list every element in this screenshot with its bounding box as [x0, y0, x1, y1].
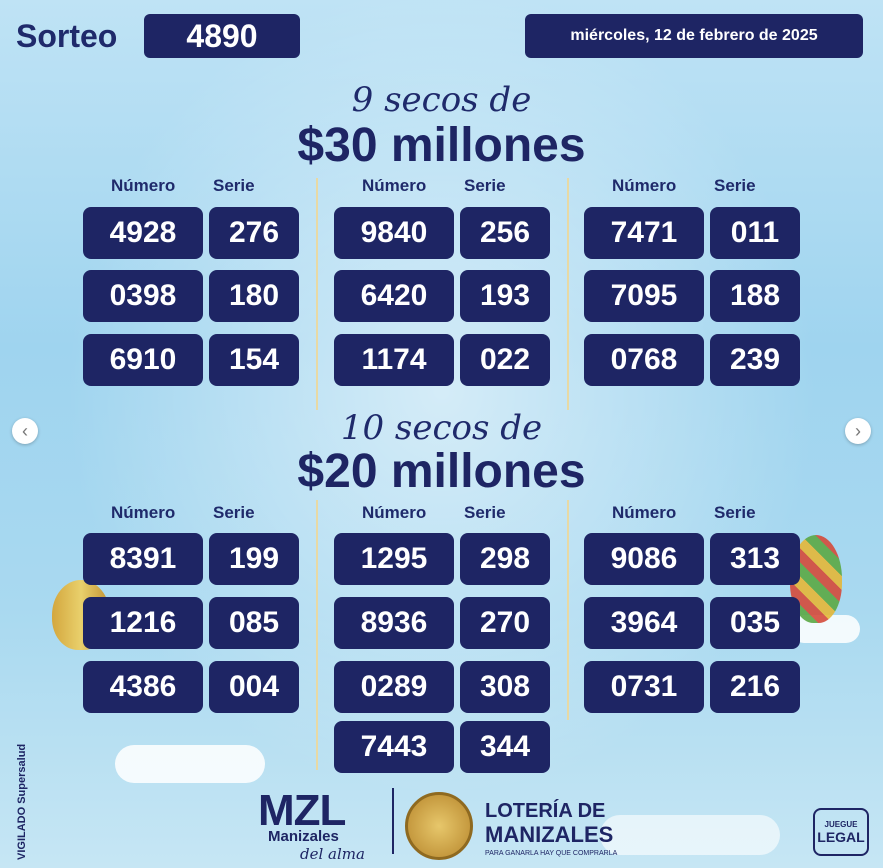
winning-serie: 313: [710, 533, 800, 585]
winning-serie: 199: [209, 533, 299, 585]
loteria-tagline: PARA GANARLA HAY QUE COMPRARLA: [485, 850, 618, 857]
winning-number: 0398: [83, 270, 203, 322]
winning-number: 1295: [334, 533, 454, 585]
mzl-tagline: del alma: [300, 845, 365, 863]
winning-number: 0768: [584, 334, 704, 386]
column-header-numero: Número: [362, 503, 427, 522]
winning-serie: 216: [710, 661, 800, 713]
mzl-logo: MZL: [258, 786, 346, 835]
winning-serie: 308: [460, 661, 550, 713]
juegue-text: JUEGUE: [824, 819, 858, 829]
winning-serie: 239: [710, 334, 800, 386]
section2-script: 10 secos de: [340, 408, 543, 448]
column-header-serie: Serie: [714, 503, 756, 522]
divider: [392, 788, 394, 854]
winning-number: 3964: [584, 597, 704, 649]
winning-number: 6910: [83, 334, 203, 386]
divider: [567, 178, 569, 410]
sorteo-label: Sorteo: [16, 18, 118, 54]
column-header-serie: Serie: [213, 176, 255, 195]
column-header-serie: Serie: [464, 503, 506, 522]
section1-amount: $30 millones: [297, 119, 586, 172]
winning-serie: 344: [460, 721, 550, 773]
winning-serie: 154: [209, 334, 299, 386]
winning-serie: 085: [209, 597, 299, 649]
winning-number: 9086: [584, 533, 704, 585]
column-header-serie: Serie: [464, 176, 506, 195]
winning-serie: 270: [460, 597, 550, 649]
mzl-subtitle: Manizales: [268, 828, 339, 845]
winning-number: 7443: [334, 721, 454, 773]
winning-number: 7471: [584, 207, 704, 259]
section2-amount: $20 millones: [297, 445, 586, 498]
winning-serie: 276: [209, 207, 299, 259]
draw-date: miércoles, 12 de febrero de 2025: [525, 14, 863, 58]
column-header-numero: Número: [362, 176, 427, 195]
column-header-numero: Número: [111, 503, 176, 522]
section1-script: 9 secos de: [351, 80, 532, 120]
divider: [316, 500, 318, 770]
divider: [316, 178, 318, 410]
sorteo-number: 4890: [144, 14, 300, 58]
winning-serie: 004: [209, 661, 299, 713]
legal-text: LEGAL: [817, 828, 865, 845]
winning-number: 7095: [584, 270, 704, 322]
cloud-decoration: [115, 745, 265, 783]
cloud-decoration: [600, 815, 780, 855]
chevron-right-icon[interactable]: ›: [845, 418, 871, 444]
winning-number: 4386: [83, 661, 203, 713]
column-header-numero: Número: [111, 176, 176, 195]
winning-number: 0289: [334, 661, 454, 713]
winning-serie: 011: [710, 207, 800, 259]
divider: [567, 500, 569, 720]
juegue-legal-badge: JUEGUE LEGAL: [813, 808, 869, 856]
winning-number: 8391: [83, 533, 203, 585]
winning-serie: 298: [460, 533, 550, 585]
winning-number: 0731: [584, 661, 704, 713]
winning-serie: 022: [460, 334, 550, 386]
column-header-numero: Número: [612, 503, 677, 522]
column-header-serie: Serie: [213, 503, 255, 522]
column-header-serie: Serie: [714, 176, 756, 195]
winning-serie: 188: [710, 270, 800, 322]
winning-number: 1174: [334, 334, 454, 386]
winning-serie: 035: [710, 597, 800, 649]
loteria-line2: MANIZALES: [485, 822, 614, 847]
loteria-seal-icon: [405, 792, 473, 860]
header: Sorteo 4890 miércoles, 12 de febrero de …: [14, 14, 863, 58]
winning-serie: 180: [209, 270, 299, 322]
winning-number: 6420: [334, 270, 454, 322]
column-header-numero: Número: [612, 176, 677, 195]
winning-serie: 193: [460, 270, 550, 322]
winning-number: 4928: [83, 207, 203, 259]
winning-serie: 256: [460, 207, 550, 259]
winning-number: 1216: [83, 597, 203, 649]
chevron-left-icon[interactable]: ‹: [12, 418, 38, 444]
winning-number: 8936: [334, 597, 454, 649]
vigilado-text: VIGILADO Supersalud: [16, 743, 28, 860]
winning-number: 9840: [334, 207, 454, 259]
loteria-line1: LOTERÍA DE: [485, 800, 606, 822]
